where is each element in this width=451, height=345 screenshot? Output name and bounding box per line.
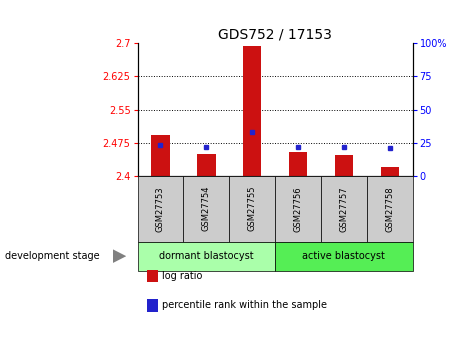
Text: GSM27756: GSM27756 bbox=[294, 186, 303, 231]
Text: dormant blastocyst: dormant blastocyst bbox=[159, 251, 253, 261]
Text: log ratio: log ratio bbox=[162, 271, 203, 281]
Text: GSM27757: GSM27757 bbox=[340, 186, 348, 231]
Text: GSM27758: GSM27758 bbox=[385, 186, 394, 231]
Bar bbox=[335, 155, 353, 176]
Title: GDS752 / 17153: GDS752 / 17153 bbox=[218, 28, 332, 42]
Bar bbox=[289, 151, 307, 176]
Text: development stage: development stage bbox=[5, 251, 99, 261]
Text: GSM27754: GSM27754 bbox=[202, 186, 211, 231]
Text: GSM27753: GSM27753 bbox=[156, 186, 165, 231]
Text: GSM27755: GSM27755 bbox=[248, 186, 257, 231]
Bar bbox=[381, 167, 399, 176]
Text: active blastocyst: active blastocyst bbox=[303, 251, 385, 261]
Text: percentile rank within the sample: percentile rank within the sample bbox=[162, 300, 327, 310]
Bar bbox=[152, 135, 170, 176]
Polygon shape bbox=[113, 249, 126, 263]
Bar bbox=[197, 154, 216, 176]
Bar bbox=[243, 46, 262, 176]
